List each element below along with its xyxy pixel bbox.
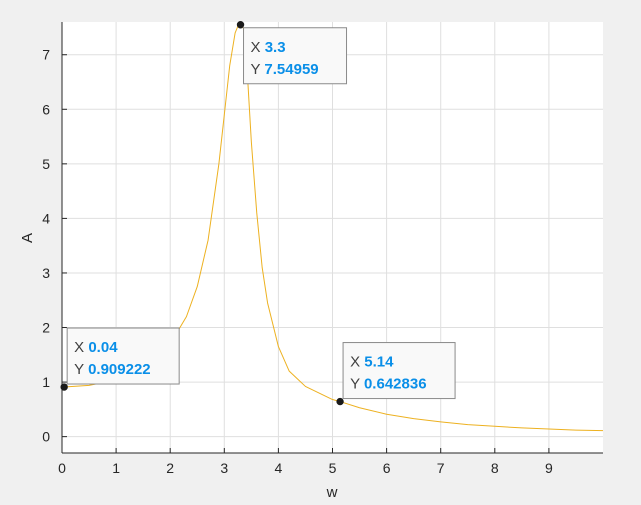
datatip-marker[interactable] [60,383,68,391]
y-tick-label: 4 [42,210,50,226]
series-line [64,24,604,432]
x-tick-label: 2 [166,460,174,476]
x-tick-label: 4 [275,460,283,476]
datatip-y-label: Y [350,376,364,393]
x-tick-label: 3 [220,460,228,476]
datatip-y-value: 7.54959 [264,61,318,78]
y-tick-labels: 0 1 2 3 4 5 6 7 [42,47,50,445]
datatip-y-value: 0.909222 [88,361,151,378]
datatip[interactable]: X 5.14Y 0.642836 [336,342,456,406]
tick-marks [61,54,550,453]
x-axis-label: w [326,484,338,501]
y-tick-label: 0 [42,429,50,445]
x-tick-label: 9 [545,460,553,476]
datatip-marker[interactable] [236,21,245,29]
datatip-x-value: 0.04 [88,339,118,356]
datatip[interactable]: X 3.3Y 7.54959 [236,21,348,85]
datatip-box [66,327,180,385]
x-tick-labels: 0 1 2 3 4 5 6 7 8 9 [58,460,553,476]
datatip[interactable]: X 0.04Y 0.909222 [60,327,180,391]
datatip-x-label: X [350,354,364,371]
datatip-y-label: Y [251,61,265,78]
y-tick-label: 3 [42,265,50,281]
datatip-x-row: X 0.04 [74,339,118,356]
datatip-y-label: Y [74,361,88,378]
datatip-x-label: X [251,39,265,56]
y-tick-label: 6 [42,101,50,117]
grid-lines [61,22,603,453]
x-tick-label: 0 [58,460,66,476]
datatip-x-row: X 5.14 [350,354,394,371]
y-axis-label: A [19,233,36,243]
y-tick-label: 5 [42,156,50,172]
datatip-x-value: 3.3 [265,39,286,56]
plot-area [64,24,604,432]
datatip-box [243,27,348,85]
x-tick-label: 8 [491,460,499,476]
y-tick-label: 1 [42,374,50,390]
datatip-y-value: 0.642836 [364,376,427,393]
datatip-box [342,342,456,400]
x-tick-label: 5 [329,460,337,476]
datatip-y-row: Y 0.642836 [350,376,426,393]
datatip-x-label: X [74,339,88,356]
datatip-y-row: Y 7.54959 [251,61,319,78]
x-tick-label: 1 [112,460,120,476]
x-tick-label: 6 [383,460,391,476]
x-tick-label: 7 [437,460,445,476]
datatip-x-row: X 3.3 [251,39,286,56]
datatip-x-value: 5.14 [364,354,394,371]
datatip-marker[interactable] [336,397,344,406]
y-tick-label: 7 [42,47,50,63]
y-tick-label: 2 [42,320,50,336]
datatip-y-row: Y 0.909222 [74,361,150,378]
